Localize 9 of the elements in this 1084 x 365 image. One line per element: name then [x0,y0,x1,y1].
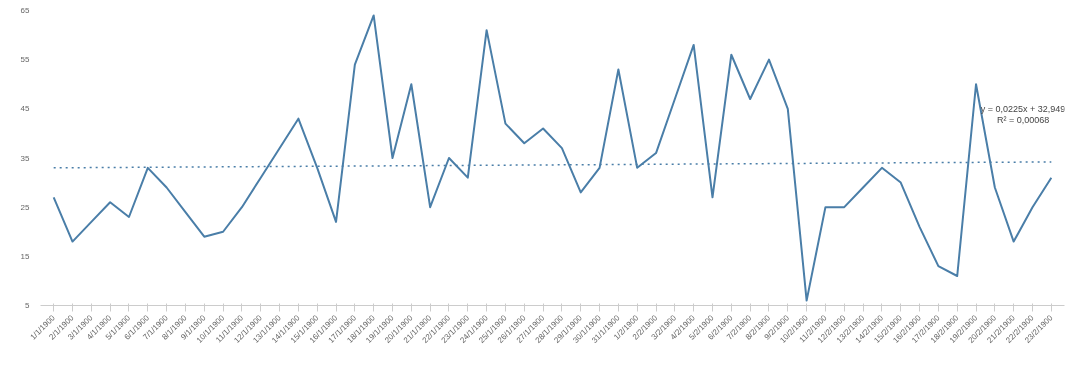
y-tick-label: 45 [20,104,31,114]
annotation: y = 0,0225x + 32,949 [980,103,1066,114]
y-tick-label: 65 [20,6,31,15]
y-tick-label: 25 [20,202,31,212]
annotation: R² = 0,00068 [996,114,1050,125]
y-tick-label: 55 [20,55,31,65]
y-tick-label: 5 [25,301,31,310]
y-tick-label: 35 [20,153,31,163]
y-tick-label: 15 [20,251,31,261]
